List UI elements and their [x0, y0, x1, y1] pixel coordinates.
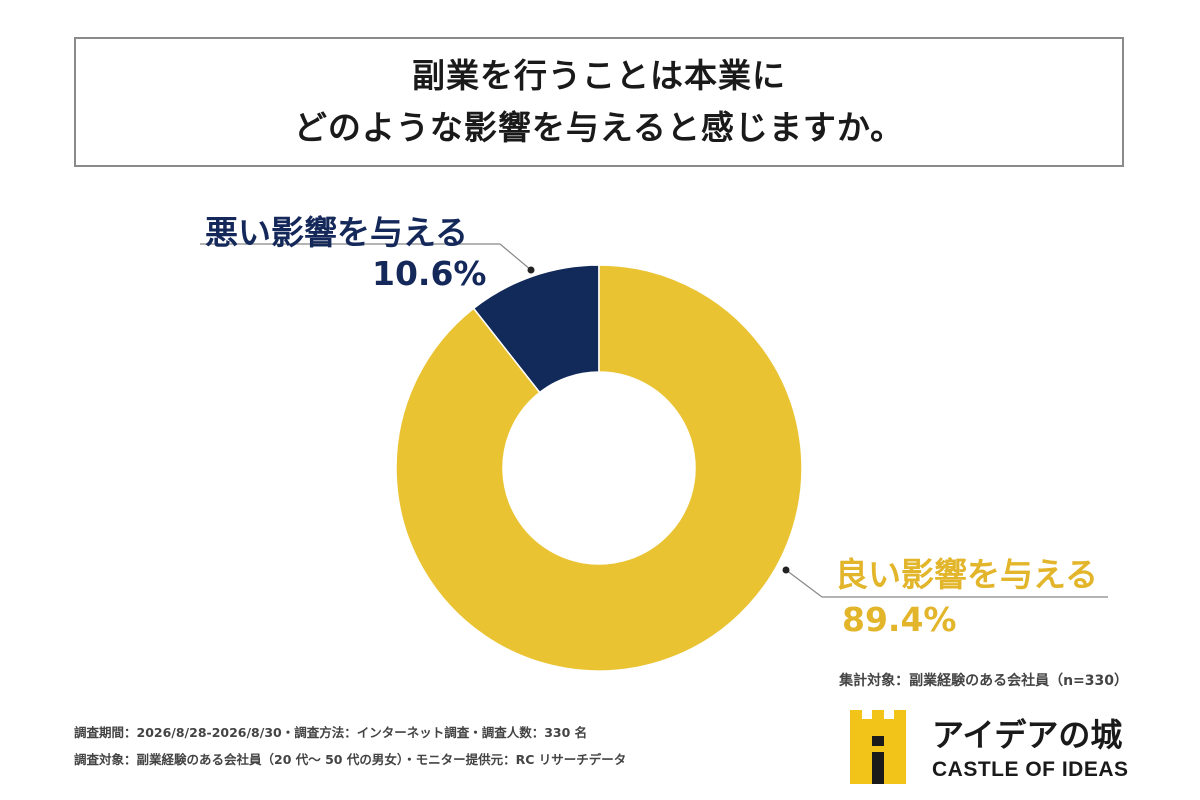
leader-line-bad [499, 243, 532, 271]
title-line-1: 副業を行うことは本業に [412, 56, 786, 95]
title-line-2: どのような影響を与えると感じますか。 [293, 108, 905, 147]
leader-dot-bad [527, 266, 535, 274]
title-box: 副業を行うことは本業に どのような影響を与えると感じますか。 [74, 37, 1124, 167]
leader-line-good [785, 569, 823, 598]
castle-icon [850, 710, 906, 784]
sample-note: 集計対象：副業経験のある会社員（n=330） [839, 673, 1128, 689]
label-bad-name: 悪い影響を与える [205, 213, 469, 252]
slice-good-influence [395, 264, 803, 672]
label-good-value: 89.4% [842, 600, 957, 639]
label-good-name: 良い影響を与える [835, 555, 1099, 594]
leader-dot-good [782, 566, 790, 574]
logo: アイデアの城 CASTLE OF IDEAS [850, 708, 1130, 788]
survey-period-note: 調査期間：2026/8/28-2026/8/30・調査方法：インターネット調査・… [74, 725, 588, 740]
logo-name-en: CASTLE OF IDEAS [932, 758, 1129, 781]
logo-name-ja: アイデアの城 [932, 716, 1123, 754]
label-bad-value: 10.6% [372, 254, 487, 293]
survey-target-note: 調査対象：副業経験のある会社員（20 代〜 50 代の男女）・モニター提供元：R… [74, 752, 627, 767]
